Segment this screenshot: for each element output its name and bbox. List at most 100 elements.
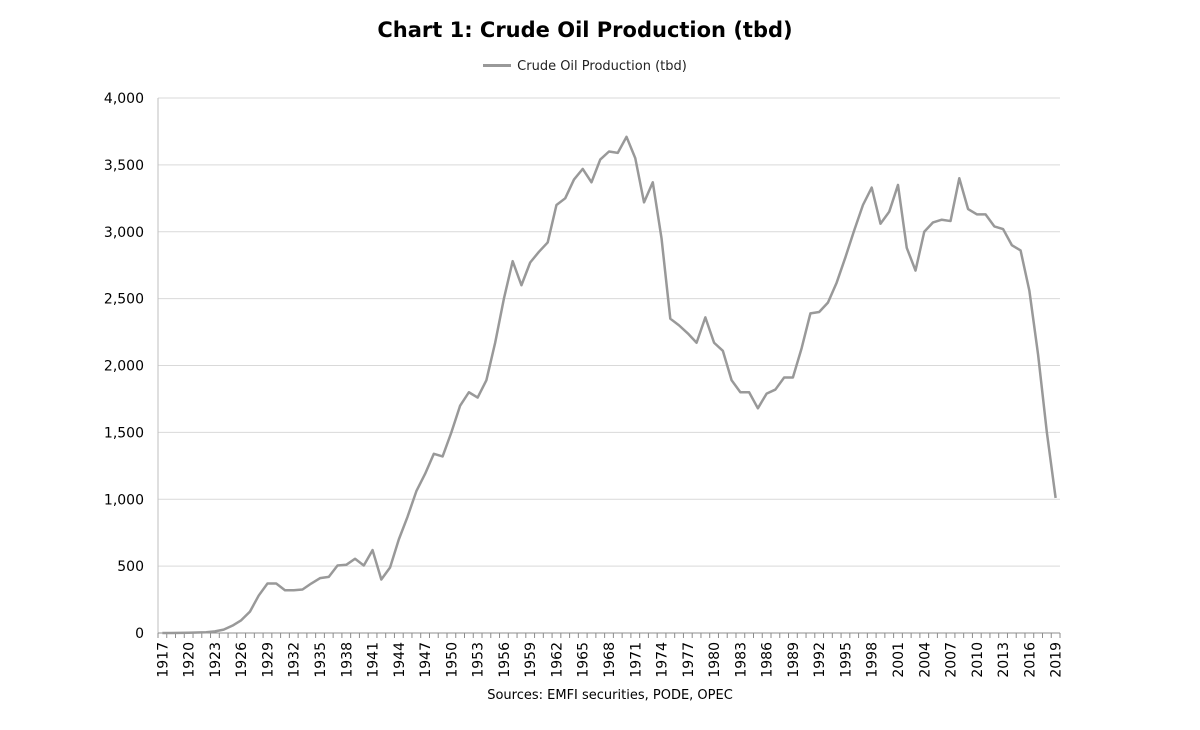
data-point xyxy=(214,630,216,632)
data-point xyxy=(240,619,242,621)
x-axis-tick-labels: 1917 1920 1923 1926 1929 1932 1935 1938 1941 1944… xyxy=(155,642,1064,678)
y-tick-label: 2,000 xyxy=(104,359,144,375)
data-point xyxy=(433,453,435,455)
data-point xyxy=(345,564,347,566)
data-point xyxy=(652,181,654,183)
x-tick-label: 2013 xyxy=(996,642,1012,678)
data-point xyxy=(599,159,601,161)
axes xyxy=(157,98,1061,638)
data-point xyxy=(774,389,776,391)
data-point xyxy=(915,270,917,272)
data-point xyxy=(555,204,557,206)
x-tick-label: 1986 xyxy=(760,642,776,678)
data-point xyxy=(958,177,960,179)
x-tick-label: 1938 xyxy=(339,642,355,678)
data-point xyxy=(485,379,487,381)
data-point xyxy=(231,625,233,627)
data-point xyxy=(626,136,628,138)
data-point xyxy=(424,473,426,475)
data-point xyxy=(941,219,943,221)
data-point xyxy=(170,632,172,634)
legend-line-swatch xyxy=(483,64,512,67)
data-point xyxy=(310,583,312,585)
data-point xyxy=(661,237,663,239)
x-tick-label: 2010 xyxy=(970,642,986,678)
data-point xyxy=(407,516,409,518)
data-point xyxy=(687,332,689,334)
data-point xyxy=(731,379,733,381)
data-point xyxy=(696,342,698,344)
data-point xyxy=(722,350,724,352)
data-point xyxy=(503,298,505,300)
source-note: Sources: EMFI securities, PODE, OPEC xyxy=(487,688,733,703)
data-point xyxy=(223,629,225,631)
x-tick-label: 1962 xyxy=(549,642,565,678)
data-point xyxy=(1037,354,1039,356)
x-tick-label: 1923 xyxy=(208,642,224,678)
data-point xyxy=(897,184,899,186)
x-tick-label: 1929 xyxy=(260,642,276,678)
data-point xyxy=(906,247,908,249)
x-tick-label: 1995 xyxy=(838,642,854,678)
x-tick-label: 2007 xyxy=(944,642,960,678)
data-point xyxy=(179,632,181,634)
data-point xyxy=(818,311,820,313)
data-point xyxy=(871,187,873,189)
data-point xyxy=(196,631,198,633)
x-tick-label: 1920 xyxy=(182,642,198,678)
data-point xyxy=(757,407,759,409)
data-point xyxy=(1011,244,1013,246)
data-point xyxy=(993,225,995,227)
data-point xyxy=(678,324,680,326)
data-point xyxy=(564,197,566,199)
data-point xyxy=(853,229,855,231)
data-point xyxy=(372,549,374,551)
x-tick-label: 1977 xyxy=(681,642,697,678)
data-point xyxy=(704,316,706,318)
y-axis-tick-labels: 0 500 1,000 1,500 2,000 2,500 3,000 3,500 4,000 xyxy=(104,91,144,642)
x-tick-label: 1932 xyxy=(287,642,303,678)
data-point xyxy=(573,179,575,181)
data-point xyxy=(792,377,794,379)
data-point xyxy=(284,589,286,591)
y-tick-label: 2,500 xyxy=(104,292,144,308)
x-tick-label: 1998 xyxy=(865,642,881,678)
data-point xyxy=(293,589,295,591)
y-tick-label: 1,500 xyxy=(104,425,144,441)
data-point xyxy=(512,260,514,262)
data-point xyxy=(879,223,881,225)
y-tick-label: 0 xyxy=(135,626,144,642)
data-point xyxy=(538,251,540,253)
data-point xyxy=(748,391,750,393)
gridlines xyxy=(158,97,1060,567)
x-tick-label: 1950 xyxy=(444,642,460,678)
data-point xyxy=(520,284,522,286)
data-point xyxy=(617,152,619,154)
data-point xyxy=(450,431,452,433)
data-point xyxy=(739,391,741,393)
data-point xyxy=(398,538,400,540)
data-point xyxy=(442,455,444,457)
data-point xyxy=(862,204,864,206)
legend: Crude Oil Production (tbd) xyxy=(0,59,1170,74)
data-point xyxy=(590,181,592,183)
data-point xyxy=(608,151,610,153)
data-point xyxy=(363,564,365,566)
data-point xyxy=(380,579,382,581)
data-point xyxy=(468,391,470,393)
data-point xyxy=(634,157,636,159)
data-point xyxy=(976,213,978,215)
data-point xyxy=(836,282,838,284)
data-point xyxy=(328,576,330,578)
data-point xyxy=(389,566,391,568)
data-point xyxy=(337,564,339,566)
y-tick-label: 3,000 xyxy=(104,225,144,241)
series-line-crude-oil-production xyxy=(162,135,1057,635)
x-tick-label: 1944 xyxy=(392,642,408,678)
series-layer xyxy=(162,135,1057,635)
chart-title: Chart 1: Crude Oil Production (tbd) xyxy=(377,18,793,42)
x-tick-label: 2016 xyxy=(1022,642,1038,678)
y-tick-label: 500 xyxy=(117,559,144,575)
x-tick-label: 1965 xyxy=(576,642,592,678)
data-point xyxy=(1002,228,1004,230)
